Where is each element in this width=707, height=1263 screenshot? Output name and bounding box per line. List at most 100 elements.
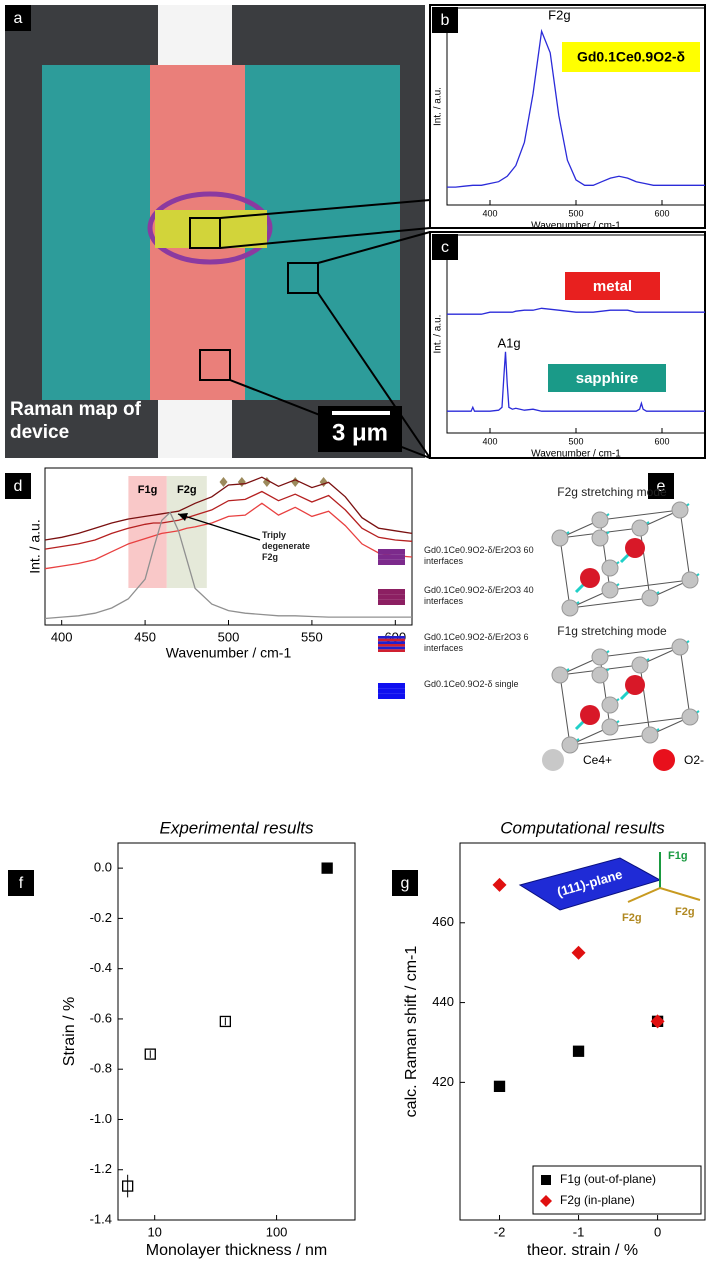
map-caption: Raman map of device bbox=[10, 398, 160, 444]
sample-label: sapphire bbox=[576, 370, 639, 387]
legend-swatch bbox=[378, 641, 405, 644]
point bbox=[572, 946, 586, 960]
chart-title: Computational results bbox=[500, 818, 665, 837]
x-tick-label: 450 bbox=[134, 629, 156, 644]
ce-atom bbox=[592, 512, 608, 528]
y-axis-label: Int. / a.u. bbox=[27, 519, 43, 573]
plot-frame bbox=[118, 843, 355, 1220]
mode-arrow bbox=[628, 888, 660, 902]
sapphire-region bbox=[42, 65, 150, 400]
y-axis-label: Int. / a.u. bbox=[433, 315, 444, 354]
inset-label: F2g bbox=[675, 906, 695, 918]
ce-atom bbox=[552, 530, 568, 546]
y-tick-label: -0.8 bbox=[90, 1061, 112, 1076]
annotation: F2g bbox=[262, 552, 322, 563]
figure: 3 μm a e F2g stretching mode F1g stretch… bbox=[0, 0, 707, 1263]
ce-atom bbox=[602, 719, 618, 735]
legend-label: F2g (in-plane) bbox=[560, 1193, 635, 1207]
x-tick-label: 500 bbox=[568, 436, 583, 446]
x-tick-label: 0 bbox=[654, 1224, 661, 1239]
x-tick-label: 600 bbox=[654, 208, 669, 218]
ce-atom bbox=[682, 572, 698, 588]
peak-marker bbox=[238, 477, 246, 487]
o-atom bbox=[580, 705, 600, 725]
legend-label: Gd0.1Ce0.9O2-δ/Er2O3 6 interfaces bbox=[424, 632, 536, 654]
ce-atom bbox=[592, 649, 608, 665]
ce-atom bbox=[592, 667, 608, 683]
x-axis-label: Wavenumber / cm-1 bbox=[166, 645, 292, 661]
o-atom bbox=[580, 568, 600, 588]
ce-atom bbox=[602, 582, 618, 598]
legend-label: Gd0.1Ce0.9O2-δ single bbox=[424, 679, 536, 690]
x-tick-label: 550 bbox=[301, 629, 323, 644]
cell-edge bbox=[680, 647, 690, 717]
mode-title: F1g stretching mode bbox=[557, 624, 667, 638]
x-axis-label: Monolayer thickness / nm bbox=[146, 1242, 327, 1259]
x-tick-label: 600 bbox=[654, 436, 669, 446]
band-label: F2g bbox=[177, 484, 197, 496]
peak-marker bbox=[291, 477, 299, 487]
legend-swatch bbox=[378, 639, 405, 642]
legend-label: Ce4+ bbox=[583, 753, 612, 767]
y-tick-label: 460 bbox=[432, 914, 454, 929]
spectrum-line bbox=[45, 513, 412, 619]
annotation: Triply degenerate bbox=[262, 530, 322, 552]
cell-edge bbox=[560, 538, 570, 608]
plot-frame bbox=[45, 468, 412, 625]
inset-label: F2g bbox=[622, 912, 642, 924]
x-tick-label: -2 bbox=[494, 1224, 506, 1239]
ce-atom bbox=[562, 600, 578, 616]
cell-edge bbox=[640, 665, 650, 735]
y-tick-label: -1.0 bbox=[90, 1111, 112, 1126]
spectrum-line bbox=[45, 492, 412, 550]
x-tick-label: 10 bbox=[147, 1224, 161, 1239]
panel-border bbox=[430, 232, 705, 458]
ce-atom bbox=[552, 667, 568, 683]
y-tick-label: -1.2 bbox=[90, 1161, 112, 1176]
ce-atom-key bbox=[542, 749, 564, 771]
y-tick-label: 440 bbox=[432, 994, 454, 1009]
x-tick-label: 400 bbox=[51, 629, 73, 644]
panel-label: g bbox=[401, 875, 410, 892]
cell-edge bbox=[680, 510, 690, 580]
panel-label: c bbox=[441, 239, 449, 256]
x-tick-label: 400 bbox=[482, 208, 497, 218]
y-axis-label: Int. / a.u. bbox=[433, 87, 444, 126]
panel-label: f bbox=[19, 875, 24, 892]
legend-swatch bbox=[378, 649, 405, 652]
ce-atom bbox=[642, 727, 658, 743]
cell-edge bbox=[560, 675, 570, 745]
legend-swatch bbox=[378, 594, 405, 599]
plot-frame bbox=[447, 8, 705, 205]
ce-atom bbox=[602, 697, 618, 713]
point bbox=[574, 1046, 584, 1056]
peak-marker bbox=[219, 477, 227, 487]
legend-swatch bbox=[378, 688, 405, 693]
y-tick-label: -1.4 bbox=[90, 1211, 112, 1226]
peak-label: F2g bbox=[548, 7, 570, 22]
y-axis-label: Strain / % bbox=[61, 997, 78, 1066]
mode-arrow bbox=[660, 888, 700, 900]
x-axis-label: Wavenumber / cm-1 bbox=[531, 221, 621, 232]
y-tick-label: -0.4 bbox=[90, 960, 112, 975]
x-tick-label: -1 bbox=[573, 1224, 585, 1239]
legend-swatch bbox=[378, 694, 405, 699]
legend-label: O2- bbox=[684, 753, 704, 767]
panel-label: a bbox=[14, 10, 23, 27]
scale-bar-label: 3 μm bbox=[332, 419, 388, 446]
legend-label: Gd0.1Ce0.9O2-δ/Er2O3 60 interfaces bbox=[424, 545, 536, 567]
legend-swatch bbox=[378, 554, 405, 559]
plot-frame bbox=[447, 235, 705, 433]
ce-atom bbox=[562, 737, 578, 753]
x-tick-label: 400 bbox=[482, 436, 497, 446]
legend-label: F1g (out-of-plane) bbox=[560, 1172, 656, 1186]
x-axis-label: Wavenumber / cm-1 bbox=[531, 449, 621, 460]
mode-title: F2g stretching mode bbox=[557, 485, 667, 499]
spectrum-line bbox=[45, 503, 412, 568]
figure-canvas: 3 μm a e F2g stretching mode F1g stretch… bbox=[0, 0, 707, 1263]
legend-swatch bbox=[378, 549, 405, 554]
o-atom-key bbox=[653, 749, 675, 771]
ce-atom bbox=[682, 709, 698, 725]
y-tick-label: 0.0 bbox=[94, 860, 112, 875]
legend-swatch bbox=[378, 636, 405, 639]
